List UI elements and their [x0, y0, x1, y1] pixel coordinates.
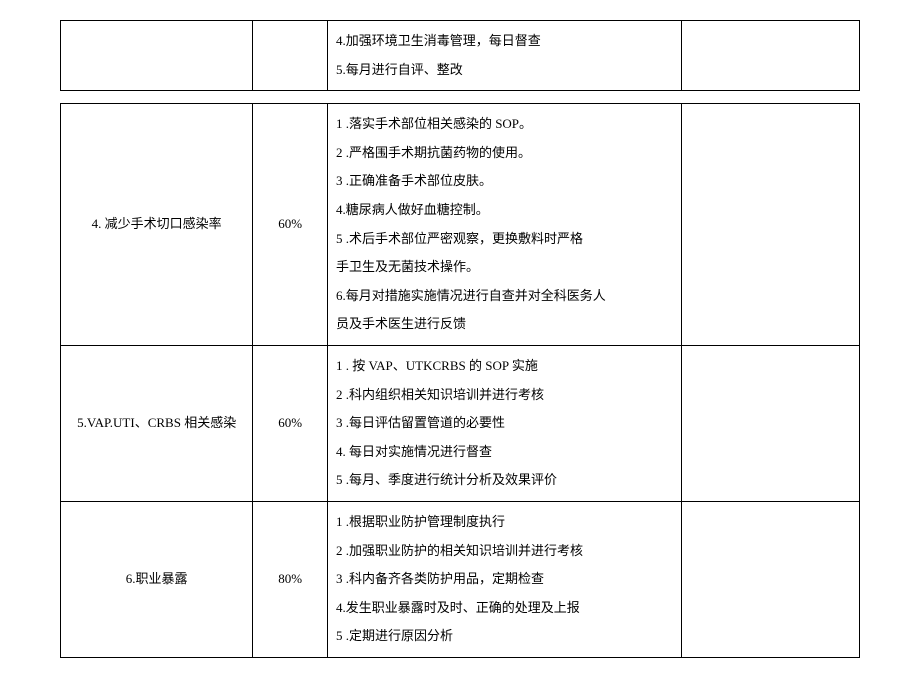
cell-measures: 1 .落实手术部位相关感染的 SOP。 2 .严格围手术期抗菌药物的使用。 3 …	[327, 104, 681, 346]
cell-title: 4. 减少手术切口感染率	[61, 104, 253, 346]
table-row: 4. 减少手术切口感染率 60% 1 .落实手术部位相关感染的 SOP。 2 .…	[61, 104, 860, 346]
cell-note	[682, 345, 860, 501]
cell-measures: 4.加强环境卫生消毒管理，每日督查 5.每月进行自评、整改	[327, 21, 681, 91]
cell-title	[61, 21, 253, 91]
table-row: 4.加强环境卫生消毒管理，每日督查 5.每月进行自评、整改	[61, 21, 860, 91]
table-row: 6.职业暴露 80% 1 .根据职业防护管理制度执行 2 .加强职业防护的相关知…	[61, 501, 860, 657]
table-row: 5.VAP.UTI、CRBS 相关感染 60% 1 . 按 VAP、UTKCRB…	[61, 345, 860, 501]
cell-title: 5.VAP.UTI、CRBS 相关感染	[61, 345, 253, 501]
cell-measures: 1 .根据职业防护管理制度执行 2 .加强职业防护的相关知识培训并进行考核 3 …	[327, 501, 681, 657]
top-table: 4.加强环境卫生消毒管理，每日督查 5.每月进行自评、整改	[60, 20, 860, 91]
cell-percent: 80%	[253, 501, 328, 657]
cell-note	[682, 501, 860, 657]
cell-measures: 1 . 按 VAP、UTKCRBS 的 SOP 实施 2 .科内组织相关知识培训…	[327, 345, 681, 501]
cell-percent	[253, 21, 328, 91]
main-table: 4. 减少手术切口感染率 60% 1 .落实手术部位相关感染的 SOP。 2 .…	[60, 103, 860, 658]
cell-note	[682, 104, 860, 346]
cell-title: 6.职业暴露	[61, 501, 253, 657]
cell-percent: 60%	[253, 104, 328, 346]
cell-percent: 60%	[253, 345, 328, 501]
cell-note	[682, 21, 860, 91]
